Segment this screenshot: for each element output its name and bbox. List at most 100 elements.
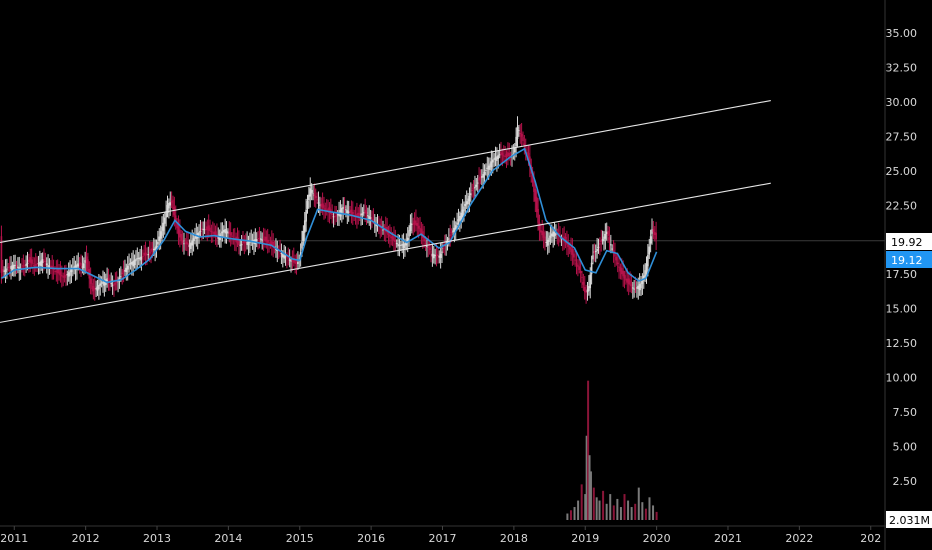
candle-body (567, 244, 570, 247)
candle-body (314, 195, 317, 199)
y-tick-label: 15.00 (886, 303, 918, 316)
candle-body (475, 184, 478, 187)
candle-body (460, 212, 463, 221)
candle-body (199, 230, 202, 232)
candle-body (141, 255, 144, 257)
candle-body (0, 236, 3, 273)
candle-body (40, 260, 43, 266)
candle-body (98, 285, 100, 290)
candle-body (67, 272, 70, 277)
candle-body (54, 271, 56, 273)
candle-body (44, 260, 47, 262)
candle-body (276, 249, 279, 252)
volume-bar (648, 497, 651, 520)
volume-bar (569, 510, 572, 520)
candle-body (166, 204, 169, 213)
candle-body (168, 202, 170, 209)
candle-body (294, 259, 296, 264)
candle-body (634, 287, 637, 289)
candle-body (504, 155, 506, 157)
candle-body (240, 244, 243, 246)
candle-body (221, 231, 224, 234)
x-tick-label: 2015 (286, 532, 314, 545)
candle-body (165, 211, 167, 218)
candle-body (78, 262, 81, 265)
candle-body (360, 214, 362, 216)
volume-bar (577, 500, 580, 520)
x-axis[interactable]: 2011 2012 2013 2014 2015 2016 2017 2018 2019 2020… (0, 526, 881, 545)
y-axis[interactable]: 35.0032.5030.0027.5025.0022.5020.0017.50… (886, 27, 918, 488)
volume-bar (619, 507, 622, 520)
candle-body (328, 207, 331, 214)
candle-body (371, 217, 373, 219)
candle-body (227, 232, 229, 234)
candle-body (361, 213, 364, 216)
candle-body (224, 229, 226, 234)
candle-body (621, 268, 623, 275)
candle-body (439, 253, 442, 258)
candle-body (62, 276, 64, 278)
candle-body (313, 194, 316, 197)
candle-body (582, 281, 585, 285)
candle-body (542, 232, 545, 238)
candle-body (482, 174, 484, 178)
candle-body (6, 268, 8, 270)
candle-body (144, 252, 147, 256)
candle-body (146, 254, 148, 256)
candle-body (132, 260, 134, 267)
candle-body (349, 210, 351, 213)
candle-body (206, 226, 209, 231)
candle-body (476, 182, 479, 184)
candle-body (572, 253, 575, 258)
candle-body (87, 259, 89, 272)
candle-body (191, 240, 194, 246)
candle-body (489, 163, 491, 171)
candle-body (546, 239, 549, 246)
candle-body (347, 211, 350, 213)
candle-body (652, 229, 655, 233)
candle-body (400, 244, 402, 246)
candle-body (631, 287, 634, 289)
candle-body (649, 236, 652, 244)
candle-body (111, 284, 114, 286)
candle-body (408, 230, 410, 237)
candle-body (203, 229, 206, 231)
candle-body (434, 254, 436, 257)
candle-body (41, 259, 44, 264)
volume-bar (585, 435, 588, 520)
candle-body (238, 240, 240, 245)
x-tick-label: 2020 (643, 532, 671, 545)
candle-body (470, 193, 472, 196)
candle-body (427, 246, 430, 249)
candle-body (302, 231, 305, 241)
volume-bar (598, 500, 601, 520)
candle-body (522, 137, 524, 142)
candle-body (135, 258, 137, 262)
candle-body (32, 263, 34, 265)
volume-badge-bg (886, 511, 932, 528)
candle-body (531, 174, 534, 183)
candle-body (481, 176, 483, 178)
candle-body (3, 270, 5, 272)
candle-body (467, 198, 469, 205)
candle-body (516, 126, 519, 139)
y-tick-label: 10.00 (886, 372, 918, 385)
candle-body (486, 167, 489, 169)
candle-body (309, 188, 312, 197)
candle-body (364, 209, 366, 214)
candle-body (190, 242, 192, 249)
candle-body (122, 270, 125, 273)
candle-body (365, 211, 368, 215)
candle-body (239, 244, 242, 246)
candle-body (128, 264, 130, 266)
candle-body (158, 236, 161, 241)
candle-body (303, 220, 306, 233)
candle-body (368, 216, 371, 220)
candle-body (548, 237, 550, 242)
candle-body (147, 254, 150, 256)
candle-body (502, 155, 505, 157)
candle-body (65, 274, 67, 276)
candle-body (187, 243, 189, 245)
